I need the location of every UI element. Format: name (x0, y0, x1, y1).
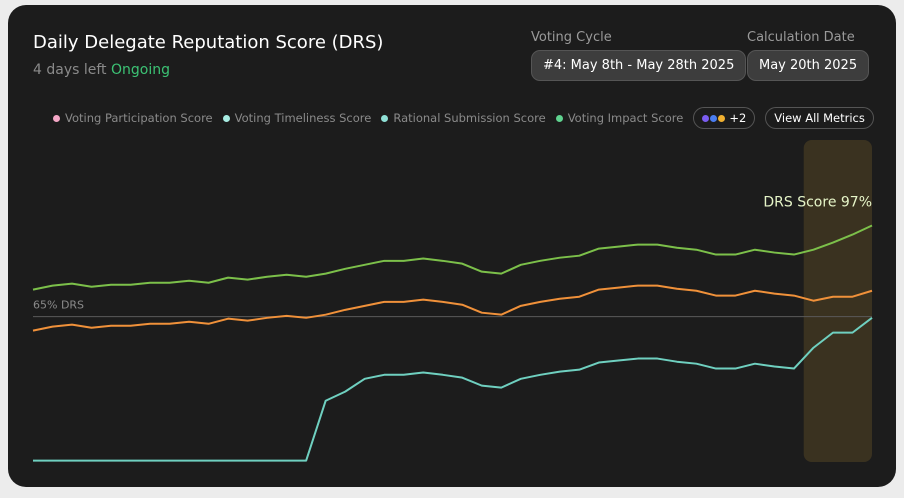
status: Ongoing (110, 62, 170, 78)
series-line (32, 224, 873, 291)
field-label: Calculation Date (747, 30, 855, 45)
annotation: DRS Score 97% (763, 194, 872, 210)
card: Daily Delegate Reputation Score (DRS) 4 … (8, 5, 896, 487)
legend-dot (381, 114, 389, 122)
highlight-band (803, 140, 872, 462)
voting-cycle: Voting Cycle #4: May 8th - May 28th 2025 (531, 30, 747, 81)
legend-dot (53, 114, 60, 122)
legend-item: Voting Participation Score (53, 111, 213, 125)
series-line (33, 317, 873, 462)
legend-label: Voting Impact Score (567, 111, 684, 125)
field-label: Voting Cycle (531, 30, 612, 45)
more-metrics[interactable]: +2 (693, 107, 756, 129)
reference-label: 65% DRS (33, 299, 84, 312)
subtitle: 4 days left Ongoing (33, 62, 170, 78)
legend-item: Rational Submission Score (381, 111, 546, 125)
dropdown[interactable]: May 20th 2025 (747, 50, 870, 81)
legend-item: Voting Impact Score (555, 111, 684, 125)
title: Daily Delegate Reputation Score (DRS) (33, 32, 384, 53)
time-left: 4 days left (33, 62, 107, 78)
legend-dot (222, 114, 230, 122)
chip-dot (718, 114, 726, 122)
view-all-button[interactable]: View All Metrics (765, 107, 874, 129)
legend-label: Voting Timeliness Score (234, 111, 372, 125)
chip-dot (710, 114, 718, 122)
dropdown[interactable]: #4: May 8th - May 28th 2025 (531, 50, 747, 81)
legend-dot (555, 114, 563, 122)
legend-label: Voting Participation Score (65, 111, 213, 125)
chip-label: +2 (729, 111, 747, 125)
chip-dot (702, 114, 710, 122)
legend-item: Voting Timeliness Score (222, 111, 372, 125)
legend-label: Rational Submission Score (393, 111, 546, 125)
legend: Voting Participation Score Voting Timelin… (53, 107, 874, 129)
series-line (32, 284, 873, 332)
calculation-date: Calculation Date May 20th 2025 (747, 30, 870, 81)
